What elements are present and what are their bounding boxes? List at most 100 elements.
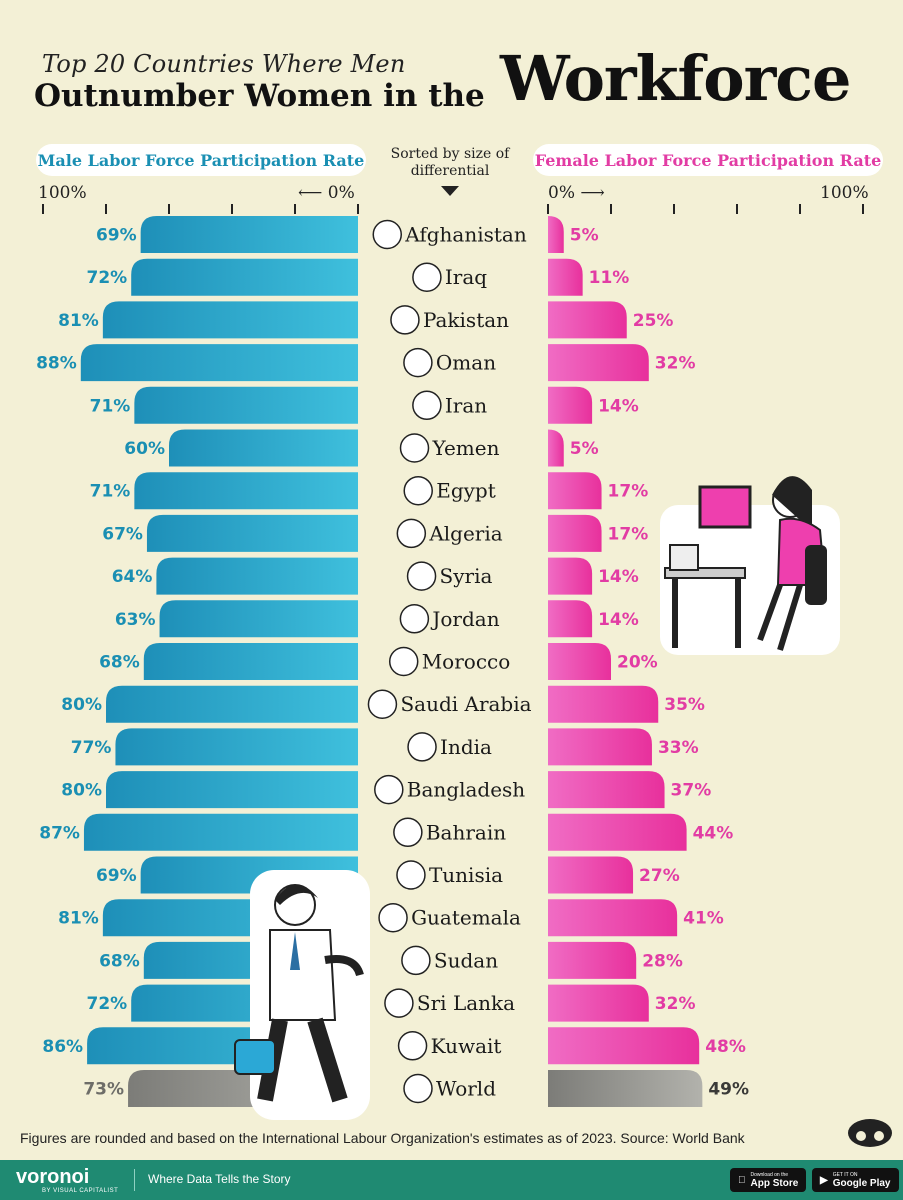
country-name: Tunisia	[429, 863, 503, 887]
country-name: Sri Lanka	[417, 991, 515, 1015]
flag-icon	[412, 390, 442, 421]
country-row-label: Syria	[406, 561, 493, 591]
male-value-label: 67%	[102, 524, 143, 544]
male-value-label: 81%	[58, 909, 99, 929]
female-axis-zero: 0% ⟶	[548, 183, 605, 203]
male-bar	[102, 301, 358, 339]
female-value-label: 49%	[708, 1080, 749, 1100]
male-bar	[140, 856, 358, 894]
male-bar	[131, 258, 358, 296]
country-name: Morocco	[422, 650, 511, 674]
female-value-label: 28%	[642, 951, 683, 971]
female-value-label: 32%	[655, 354, 696, 374]
country-name: Saudi Arabia	[400, 692, 531, 716]
country-row-label: Guatemala	[378, 902, 521, 933]
male-bar	[83, 813, 358, 851]
country-row-label: Pakistan	[390, 305, 509, 335]
country-row-label: World	[403, 1073, 496, 1104]
google-play-icon: ▶	[820, 1174, 828, 1186]
female-value-label: 27%	[639, 866, 680, 886]
male-bar	[102, 899, 358, 937]
female-value-label: 35%	[664, 695, 705, 715]
globe-icon	[403, 1073, 433, 1104]
country-name: Bangladesh	[407, 778, 526, 802]
female-bar	[548, 899, 678, 937]
female-bar	[548, 258, 583, 296]
female-bar	[548, 771, 665, 809]
country-row-label: Tunisia	[396, 860, 503, 890]
male-value-label: 60%	[124, 439, 165, 459]
flag-icon	[396, 518, 427, 549]
country-name: World	[436, 1077, 496, 1101]
flag-icon	[403, 475, 433, 506]
footer-brand-sub: BY VISUAL CAPITALIST	[42, 1188, 119, 1194]
female-value-label: 14%	[598, 567, 639, 587]
country-row-label: Algeria	[396, 518, 503, 549]
female-value-label: 44%	[693, 823, 734, 843]
female-value-label: 48%	[705, 1037, 746, 1057]
flag-icon	[384, 988, 414, 1018]
female-value-label: 37%	[671, 781, 712, 801]
male-value-label: 71%	[90, 482, 131, 502]
female-bar	[548, 429, 564, 467]
google-play-button[interactable]: ▶ GET IT ON Google Play	[812, 1168, 899, 1192]
flag-icon	[397, 1031, 428, 1061]
app-store-label: App Store	[743, 1177, 799, 1189]
female-value-label: 33%	[658, 738, 699, 758]
male-value-label: 71%	[90, 396, 131, 416]
flag-icon	[388, 646, 419, 677]
male-bar	[146, 514, 358, 552]
country-name: Kuwait	[431, 1034, 502, 1058]
male-bar	[134, 472, 358, 510]
male-bar	[134, 386, 358, 424]
male-value-label: 81%	[58, 311, 99, 331]
male-value-label: 72%	[86, 268, 127, 288]
male-legend: Male Labor Force Participation Rate	[36, 144, 366, 176]
female-value-label: 14%	[598, 396, 639, 416]
female-bar	[548, 984, 649, 1022]
country-row-label: Kuwait	[397, 1031, 502, 1061]
flag-icon	[374, 774, 404, 805]
female-value-label: 14%	[598, 610, 639, 630]
male-bar	[169, 429, 358, 467]
male-bar	[156, 557, 358, 595]
country-row-label: Afghanistan	[372, 219, 527, 250]
country-name: India	[440, 735, 492, 759]
male-value-label: 68%	[99, 653, 140, 673]
country-name: Jordan	[430, 607, 499, 631]
country-row-label: Bahrain	[393, 817, 506, 848]
female-value-label: 25%	[633, 311, 674, 331]
female-bar	[548, 685, 659, 723]
female-bar	[548, 216, 564, 253]
female-bar	[548, 856, 634, 894]
footer-brand[interactable]: voronoi	[16, 1166, 90, 1188]
male-value-label: 72%	[86, 994, 127, 1014]
female-axis-max: 100%	[820, 183, 869, 203]
country-name: Pakistan	[423, 308, 509, 332]
female-bar	[548, 557, 593, 595]
country-row-label: India	[407, 732, 492, 762]
flag-icon	[399, 604, 430, 634]
footnote: Figures are rounded and based on the Int…	[20, 1130, 745, 1146]
country-row-label: Iraq	[412, 262, 487, 292]
chart-title-line3: Workforce	[500, 42, 851, 115]
male-value-label: 77%	[71, 738, 112, 758]
google-play-label: Google Play	[832, 1177, 891, 1189]
male-value-label: 88%	[36, 354, 77, 374]
flag-icon	[372, 219, 403, 250]
female-bar	[548, 941, 637, 979]
male-value-label: 64%	[112, 567, 153, 587]
flag-icon	[367, 689, 398, 719]
footer-bar: voronoi BY VISUAL CAPITALIST Where Data …	[0, 1160, 903, 1200]
female-bar	[548, 1027, 700, 1065]
country-row-label: Egypt	[403, 475, 496, 506]
female-value-label: 41%	[683, 909, 724, 929]
flag-icon	[401, 945, 431, 976]
female-bar	[548, 386, 593, 424]
flag-icon	[412, 262, 442, 292]
female-value-label: 17%	[608, 524, 649, 544]
country-row-label: Iran	[412, 390, 487, 421]
chart-title-line2: Outnumber Women in the	[34, 78, 485, 114]
country-row-label: Saudi Arabia	[367, 689, 532, 719]
